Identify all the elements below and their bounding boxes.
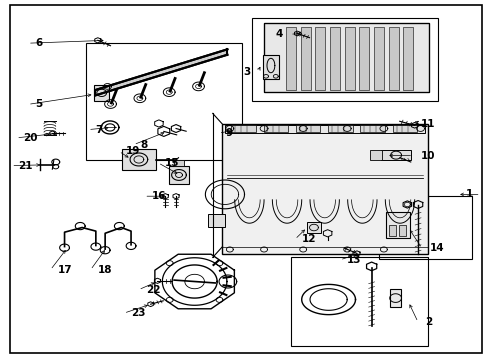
Bar xyxy=(222,124,427,254)
Bar xyxy=(381,150,410,160)
Bar xyxy=(360,125,384,132)
Bar xyxy=(386,212,409,238)
Text: 2: 2 xyxy=(425,317,432,327)
Text: 16: 16 xyxy=(151,191,166,201)
Bar xyxy=(300,27,310,90)
Text: 14: 14 xyxy=(428,243,443,253)
Bar xyxy=(264,23,428,92)
Text: 1: 1 xyxy=(465,189,472,199)
Text: 4: 4 xyxy=(275,29,282,39)
Text: 19: 19 xyxy=(126,146,140,156)
Text: 13: 13 xyxy=(346,255,361,265)
Bar xyxy=(378,196,471,259)
Bar xyxy=(94,85,109,101)
Text: 3: 3 xyxy=(243,67,250,77)
Bar xyxy=(251,18,437,101)
Bar xyxy=(264,23,428,92)
Bar xyxy=(207,214,224,227)
Text: 8: 8 xyxy=(141,140,148,150)
Bar xyxy=(263,125,287,132)
Bar xyxy=(359,27,368,90)
Text: 12: 12 xyxy=(302,234,316,244)
Text: 23: 23 xyxy=(131,308,145,318)
Bar xyxy=(388,225,395,236)
Bar xyxy=(306,222,320,233)
Bar xyxy=(389,289,400,307)
Bar xyxy=(173,160,184,166)
Bar xyxy=(373,27,383,90)
Text: 9: 9 xyxy=(225,128,233,138)
Bar xyxy=(290,257,427,346)
Text: 20: 20 xyxy=(23,133,38,143)
Text: 6: 6 xyxy=(35,38,42,48)
Bar xyxy=(329,27,339,90)
Bar xyxy=(231,125,255,132)
Bar xyxy=(403,27,412,90)
Bar xyxy=(285,27,295,90)
Text: 22: 22 xyxy=(145,285,160,295)
Polygon shape xyxy=(95,49,227,95)
Bar xyxy=(168,166,189,184)
Bar xyxy=(369,150,382,160)
Bar xyxy=(392,125,416,132)
Text: 15: 15 xyxy=(165,158,180,168)
Text: 7: 7 xyxy=(95,125,102,135)
Bar xyxy=(344,27,354,90)
Text: 18: 18 xyxy=(98,265,112,275)
Bar xyxy=(327,125,352,132)
Bar xyxy=(388,27,398,90)
Text: 5: 5 xyxy=(35,99,42,109)
Bar xyxy=(295,125,320,132)
Bar xyxy=(315,27,325,90)
Text: 17: 17 xyxy=(58,265,72,275)
Bar xyxy=(122,149,155,170)
Text: 10: 10 xyxy=(420,150,434,161)
Bar xyxy=(398,225,405,236)
Text: 11: 11 xyxy=(420,119,434,129)
Bar xyxy=(263,55,278,79)
Text: 21: 21 xyxy=(19,161,33,171)
Bar xyxy=(85,43,242,160)
Bar xyxy=(224,125,425,133)
